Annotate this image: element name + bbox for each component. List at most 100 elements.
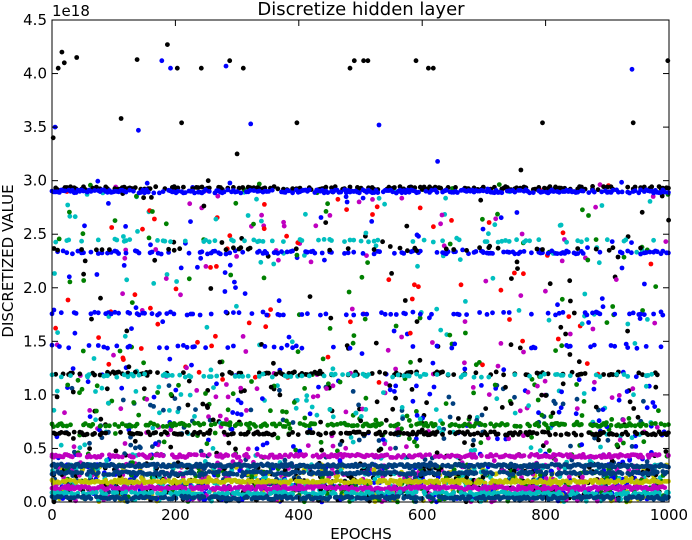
band-point — [392, 250, 397, 256]
data-point — [422, 457, 428, 462]
band-point — [553, 431, 558, 437]
band-point — [203, 237, 209, 243]
band-point — [440, 421, 445, 426]
band-point — [638, 245, 643, 251]
band-point — [580, 486, 586, 492]
band-point — [604, 184, 610, 190]
band-point — [86, 372, 92, 377]
band-point — [229, 487, 234, 492]
band-point — [334, 422, 340, 427]
band-point — [205, 484, 210, 489]
data-point — [568, 443, 573, 449]
data-point — [613, 277, 619, 282]
band-point — [208, 422, 214, 428]
data-point — [65, 382, 71, 388]
band-point — [123, 238, 129, 244]
data-point — [621, 417, 626, 423]
band-point — [249, 484, 255, 490]
band-point — [125, 374, 131, 380]
band-point — [145, 189, 151, 195]
data-point — [132, 292, 138, 298]
band-point — [312, 421, 318, 427]
band-point — [649, 464, 655, 469]
data-point — [54, 394, 60, 400]
band-point — [182, 190, 188, 196]
data-point — [305, 443, 311, 448]
data-point — [80, 348, 86, 354]
data-point — [467, 414, 473, 420]
data-point — [625, 328, 630, 334]
data-point — [559, 258, 565, 264]
band-point — [643, 344, 649, 349]
band-point — [321, 452, 327, 458]
band-point — [364, 478, 370, 484]
data-point — [320, 356, 326, 362]
data-point — [123, 224, 128, 229]
data-point — [121, 234, 126, 239]
band-point — [66, 237, 72, 243]
data-point — [93, 389, 98, 394]
data-point — [514, 210, 520, 215]
data-point — [71, 436, 76, 441]
data-point — [525, 389, 531, 395]
data-point — [229, 426, 235, 432]
data-point — [374, 204, 380, 210]
band-point — [623, 237, 629, 243]
data-point — [596, 260, 602, 266]
data-point — [555, 336, 561, 342]
band-point — [277, 421, 283, 427]
band-point — [666, 185, 671, 191]
band-point — [162, 489, 168, 495]
data-point — [374, 399, 380, 405]
band-point — [414, 371, 419, 377]
data-point — [176, 405, 182, 411]
band-point — [182, 486, 188, 491]
data-point — [275, 435, 281, 441]
band-point — [542, 429, 547, 435]
data-point — [65, 297, 71, 303]
band-point — [438, 185, 444, 191]
band-point — [116, 454, 121, 460]
band-point — [593, 431, 599, 437]
band-point — [64, 477, 70, 483]
data-point — [294, 252, 300, 258]
data-point — [616, 397, 622, 403]
data-point — [376, 380, 382, 385]
data-point — [580, 474, 585, 480]
data-point — [409, 387, 415, 392]
band-point — [660, 312, 666, 318]
band-point — [510, 471, 516, 477]
data-point — [344, 199, 350, 205]
band-point — [529, 250, 534, 256]
data-point — [271, 360, 276, 366]
data-point — [498, 215, 504, 221]
band-point — [462, 421, 468, 427]
data-point — [210, 446, 216, 451]
data-point — [630, 386, 636, 392]
band-point — [540, 189, 545, 195]
band-point — [173, 422, 179, 428]
data-point — [498, 287, 504, 293]
band-point — [236, 310, 242, 316]
band-point — [312, 250, 318, 256]
band-point — [653, 464, 658, 469]
band-point — [79, 238, 84, 244]
data-point — [590, 326, 596, 332]
data-point — [631, 406, 637, 411]
data-point — [415, 263, 420, 269]
band-point — [92, 372, 97, 378]
data-point — [483, 406, 489, 411]
data-point — [539, 392, 545, 398]
band-point — [482, 480, 488, 486]
band-point — [530, 190, 536, 196]
data-point — [574, 396, 580, 402]
data-point — [373, 243, 379, 249]
band-point — [312, 484, 318, 489]
data-point — [350, 340, 356, 346]
band-point — [182, 374, 188, 380]
band-point — [638, 251, 643, 257]
band-point — [256, 248, 262, 254]
band-point — [90, 422, 96, 427]
data-point — [486, 231, 491, 237]
band-point — [175, 185, 181, 191]
